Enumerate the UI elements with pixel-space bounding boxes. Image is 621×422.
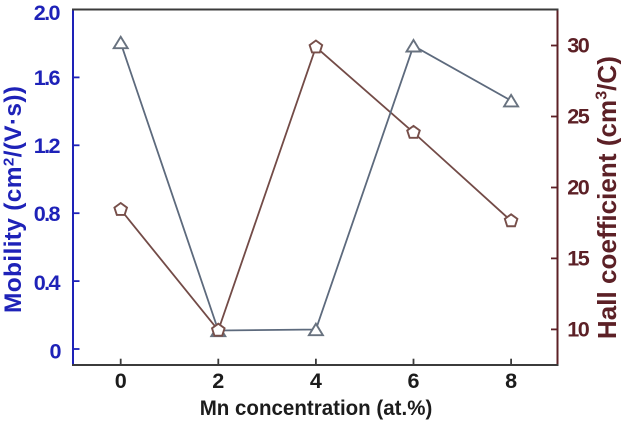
svg-text:Mobility (cm2/(V·s)): Mobility (cm2/(V·s))	[0, 86, 27, 313]
svg-text:15: 15	[567, 246, 590, 271]
svg-text:0.8: 0.8	[34, 201, 61, 226]
svg-text:4: 4	[310, 368, 322, 393]
svg-text:1.6: 1.6	[34, 65, 61, 90]
svg-text:10: 10	[567, 317, 590, 342]
svg-text:6: 6	[407, 368, 419, 393]
svg-text:0.4: 0.4	[34, 270, 61, 295]
svg-text:2.0: 2.0	[34, 0, 61, 25]
svg-text:Hall coefficient (cm3/C): Hall coefficient (cm3/C)	[592, 56, 621, 339]
svg-text:Mn concentration (at.%): Mn concentration (at.%)	[200, 395, 433, 420]
svg-text:0: 0	[115, 368, 127, 393]
svg-text:8: 8	[505, 368, 517, 393]
svg-text:30: 30	[567, 33, 590, 58]
svg-text:25: 25	[567, 104, 590, 129]
svg-text:0: 0	[49, 338, 61, 363]
svg-text:20: 20	[567, 175, 590, 200]
svg-text:2: 2	[212, 368, 224, 393]
svg-text:1.2: 1.2	[34, 133, 61, 158]
